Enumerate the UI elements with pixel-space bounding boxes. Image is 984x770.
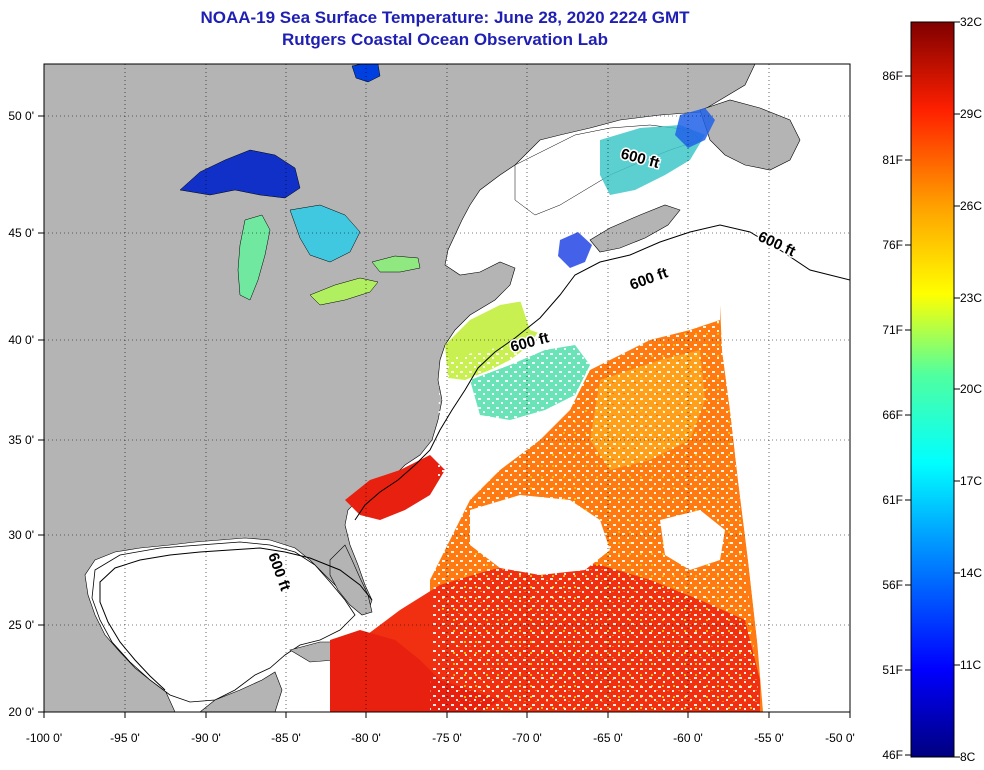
celsius-label: 23C — [960, 291, 982, 305]
isobath-contour — [99, 224, 850, 691]
fahrenheit-label: 81F — [882, 153, 903, 167]
lon-label: -60 0' — [673, 731, 703, 745]
fahrenheit-label: 66F — [882, 408, 903, 422]
graticule — [44, 64, 850, 712]
fahrenheit-labels: 86F 81F 76F 71F 66F 61F 56F 51F 46F — [882, 69, 903, 762]
st-lawrence-gulf-cool — [600, 125, 705, 195]
lake-erie — [309, 277, 379, 306]
celsius-label: 26C — [960, 199, 982, 213]
celsius-label: 29C — [960, 107, 982, 121]
lat-label: 25 0' — [8, 618, 34, 632]
yucatan — [199, 671, 283, 712]
lon-label: -100 0' — [26, 731, 62, 745]
fahrenheit-label: 61F — [882, 493, 903, 507]
fahrenheit-label: 86F — [882, 69, 903, 83]
fahrenheit-label: 71F — [882, 323, 903, 337]
gulf-stream — [345, 455, 445, 520]
temperature-colorbar — [910, 21, 955, 758]
gulf-of-mexico — [91, 541, 356, 703]
lat-label: 40 0' — [8, 333, 34, 347]
lat-label: 50 0' — [8, 109, 34, 123]
nova-scotia — [589, 204, 681, 253]
lake-ontario — [371, 255, 421, 273]
celsius-label: 14C — [960, 566, 982, 580]
gulf-of-maine-cold — [558, 232, 592, 268]
lon-label: -80 0' — [351, 731, 381, 745]
lon-label: -65 0' — [593, 731, 623, 745]
longitude-labels: -100 0' -95 0' -90 0' -85 0' -80 0' -75 … — [26, 731, 855, 745]
lon-label: -75 0' — [432, 731, 462, 745]
fahrenheit-label: 76F — [882, 238, 903, 252]
lake-michigan — [237, 214, 271, 301]
florida-peninsula — [329, 544, 373, 616]
lat-label: 45 0' — [8, 226, 34, 240]
cloud-speckle-overlay — [430, 300, 760, 712]
lon-label: -55 0' — [754, 731, 784, 745]
lake-superior — [179, 149, 301, 199]
colorbar-ticks — [905, 21, 960, 758]
map-subtitle: Rutgers Coastal Ocean Observation Lab — [282, 30, 608, 49]
labrador-cold — [675, 108, 715, 148]
lat-label: 30 0' — [8, 528, 34, 542]
map-title: NOAA-19 Sea Surface Temperature: June 28… — [200, 8, 690, 27]
lon-label: -90 0' — [191, 731, 221, 745]
lon-label: -85 0' — [271, 731, 301, 745]
fahrenheit-label: 46F — [882, 748, 903, 762]
celsius-label: 11C — [960, 658, 981, 672]
axis-ticks — [38, 115, 851, 718]
no-data-east — [722, 300, 850, 712]
lat-label: 20 0' — [8, 705, 34, 719]
latitude-labels: 50 0' 45 0' 40 0' 35 0' 30 0' 25 0' 20 0… — [8, 109, 34, 719]
lake-huron — [289, 204, 361, 263]
celsius-labels: 32C 29C 26C 23C 20C 17C 14C 11C 8C — [960, 15, 982, 764]
lon-label: -50 0' — [825, 731, 855, 745]
north-america-land — [44, 64, 756, 712]
lon-label: -95 0' — [110, 731, 140, 745]
fahrenheit-label: 56F — [882, 578, 903, 592]
lon-label: -70 0' — [512, 731, 542, 745]
celsius-label: 8C — [960, 750, 976, 764]
fahrenheit-label: 51F — [882, 663, 903, 677]
celsius-label: 20C — [960, 382, 982, 396]
celsius-label: 32C — [960, 15, 982, 29]
lat-label: 35 0' — [8, 433, 34, 447]
newfoundland — [699, 99, 801, 171]
celsius-label: 17C — [960, 474, 982, 488]
